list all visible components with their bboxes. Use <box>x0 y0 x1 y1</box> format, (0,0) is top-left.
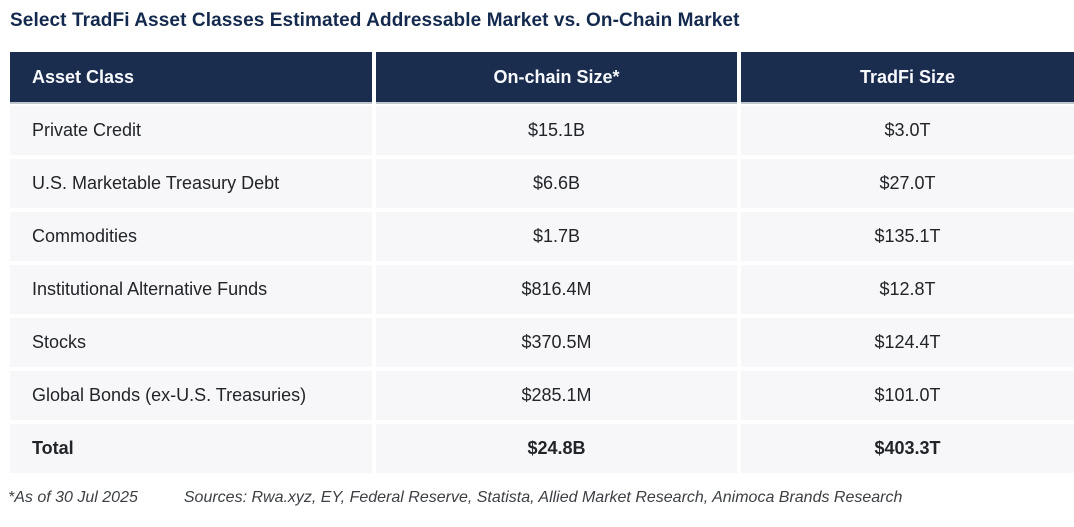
column-header-asset-class: Asset Class <box>10 52 372 102</box>
cell-asset-class: Private Credit <box>10 106 372 155</box>
table-row: Global Bonds (ex-U.S. Treasuries) $285.1… <box>10 371 1074 420</box>
cell-onchain-size: $24.8B <box>376 424 737 473</box>
cell-onchain-size: $816.4M <box>376 265 737 314</box>
cell-tradfi-size: $27.0T <box>741 159 1074 208</box>
cell-tradfi-size: $3.0T <box>741 106 1074 155</box>
cell-asset-class: Global Bonds (ex-U.S. Treasuries) <box>10 371 372 420</box>
cell-onchain-size: $15.1B <box>376 106 737 155</box>
page-title: Select TradFi Asset Classes Estimated Ad… <box>10 10 740 31</box>
cell-onchain-size: $6.6B <box>376 159 737 208</box>
cell-onchain-size: $370.5M <box>376 318 737 367</box>
cell-asset-class: U.S. Marketable Treasury Debt <box>10 159 372 208</box>
table-row: Commodities $1.7B $135.1T <box>10 212 1074 261</box>
footnote: *As of 30 Jul 2025 Sources: Rwa.xyz, EY,… <box>8 489 1068 507</box>
asset-classes-table: Asset Class On-chain Size* TradFi Size P… <box>10 52 1074 473</box>
cell-asset-class: Stocks <box>10 318 372 367</box>
cell-onchain-size: $1.7B <box>376 212 737 261</box>
table-header-row: Asset Class On-chain Size* TradFi Size <box>10 52 1074 102</box>
cell-tradfi-size: $135.1T <box>741 212 1074 261</box>
table-row-total: Total $24.8B $403.3T <box>10 424 1074 473</box>
column-header-onchain-size: On-chain Size* <box>376 52 737 102</box>
cell-onchain-size: $285.1M <box>376 371 737 420</box>
footnote-sources: Sources: Rwa.xyz, EY, Federal Reserve, S… <box>183 489 903 506</box>
cell-tradfi-size: $403.3T <box>741 424 1074 473</box>
table-row: Stocks $370.5M $124.4T <box>10 318 1074 367</box>
cell-tradfi-size: $12.8T <box>741 265 1074 314</box>
cell-asset-class: Institutional Alternative Funds <box>10 265 372 314</box>
column-header-tradfi-size: TradFi Size <box>741 52 1074 102</box>
cell-asset-class: Total <box>10 424 372 473</box>
table-row: U.S. Marketable Treasury Debt $6.6B $27.… <box>10 159 1074 208</box>
cell-asset-class: Commodities <box>10 212 372 261</box>
footnote-as-of-date: *As of 30 Jul 2025 <box>8 489 138 506</box>
table-row: Private Credit $15.1B $3.0T <box>10 106 1074 155</box>
cell-tradfi-size: $124.4T <box>741 318 1074 367</box>
table-row: Institutional Alternative Funds $816.4M … <box>10 265 1074 314</box>
cell-tradfi-size: $101.0T <box>741 371 1074 420</box>
